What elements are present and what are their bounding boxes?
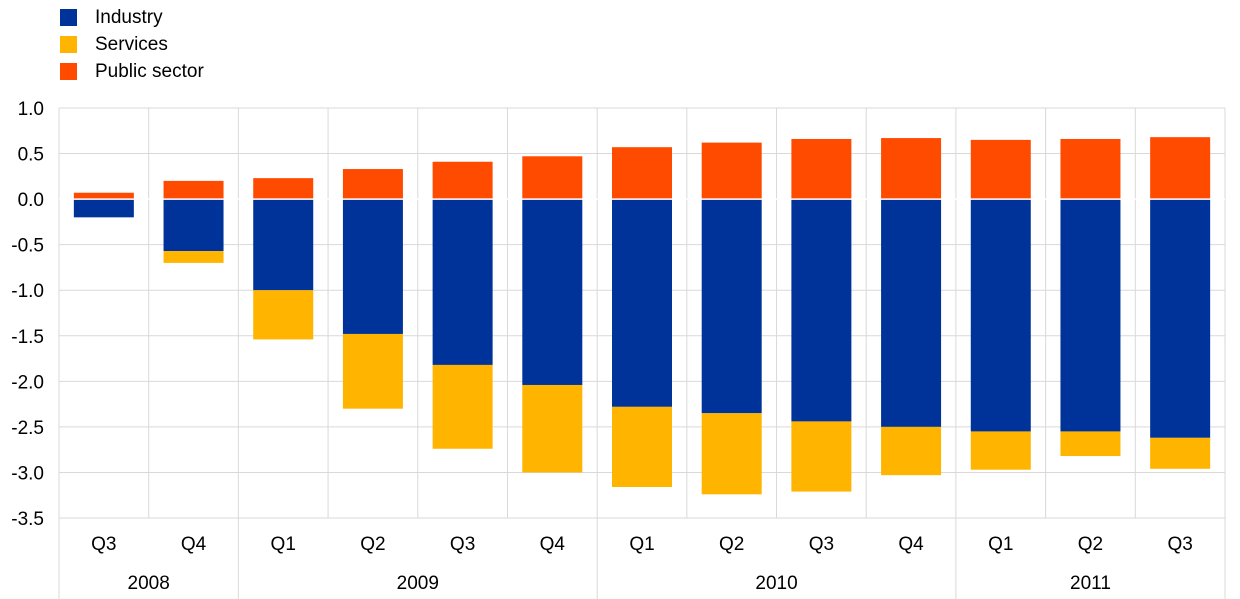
legend-item-services: Services (60, 31, 204, 58)
x-year-label: 2010 (755, 573, 797, 594)
chart-legend: Industry Services Public sector (60, 4, 204, 85)
y-tick-label: -1.5 (11, 327, 44, 348)
bar-industry (701, 199, 762, 414)
bar-industry (791, 199, 852, 422)
y-tick-label: 0.5 (18, 145, 44, 166)
x-tick-label: Q1 (629, 534, 654, 555)
bar-public-sector (522, 156, 583, 200)
bar-public-sector (970, 139, 1031, 200)
legend-swatch-public-sector (60, 63, 77, 80)
x-tick-label: Q2 (719, 534, 744, 555)
legend-label-public-sector: Public sector (95, 60, 204, 82)
bar-public-sector (1150, 137, 1211, 200)
bar-services (881, 426, 942, 476)
bar-public-sector (73, 192, 134, 200)
bar-public-sector (163, 180, 224, 200)
bar-industry (881, 199, 942, 427)
bar-industry (253, 199, 314, 291)
y-tick-label: -1.0 (11, 281, 44, 302)
y-tick-label: 1.0 (18, 99, 44, 120)
bar-public-sector (701, 142, 762, 200)
y-tick-label: -0.5 (11, 236, 44, 257)
bar-services (701, 413, 762, 495)
y-tick-label: 0.0 (18, 190, 44, 211)
bar-industry (612, 199, 672, 407)
x-tick-label: Q4 (540, 534, 566, 555)
bar-services (970, 431, 1031, 470)
bar-public-sector (791, 138, 852, 200)
bar-services (342, 333, 403, 409)
bar-industry (1150, 199, 1211, 438)
x-tick-label: Q3 (91, 534, 116, 555)
bar-public-sector (612, 147, 672, 200)
legend-label-services: Services (95, 33, 168, 55)
bar-services (612, 406, 672, 488)
bar-industry (432, 199, 493, 365)
x-tick-label: Q2 (360, 534, 385, 555)
x-tick-label: Q2 (1078, 534, 1103, 555)
y-tick-label: -3.5 (11, 509, 44, 530)
bar-industry (342, 199, 403, 334)
bar-services (253, 290, 314, 340)
x-tick-label: Q3 (450, 534, 475, 555)
x-tick-label: Q4 (181, 534, 207, 555)
x-tick-label: Q1 (271, 534, 296, 555)
bar-services (1060, 431, 1121, 457)
bar-industry (970, 199, 1031, 432)
x-tick-label: Q3 (809, 534, 834, 555)
bar-services (432, 364, 493, 449)
legend-label-industry: Industry (95, 6, 163, 28)
x-year-label: 2008 (128, 573, 170, 594)
bar-public-sector (1060, 138, 1121, 200)
legend-swatch-services (60, 36, 77, 53)
y-tick-label: -2.0 (11, 372, 44, 393)
bar-industry (1060, 199, 1121, 432)
bar-industry (522, 199, 583, 385)
x-tick-label: Q3 (1167, 534, 1192, 555)
legend-item-public-sector: Public sector (60, 58, 204, 85)
bar-public-sector (432, 161, 493, 200)
legend-item-industry: Industry (60, 4, 204, 31)
legend-swatch-industry (60, 9, 77, 26)
bar-industry (73, 199, 134, 218)
bar-services (522, 384, 583, 473)
x-year-label: 2011 (1070, 573, 1111, 594)
bar-industry (163, 199, 224, 252)
bar-public-sector (881, 138, 942, 200)
bar-services (791, 421, 852, 492)
bar-public-sector (253, 178, 314, 200)
bar-services (1150, 437, 1211, 469)
y-tick-label: -3.0 (11, 463, 44, 484)
y-tick-label: -2.5 (11, 418, 44, 439)
x-tick-label: Q1 (988, 534, 1013, 555)
bar-public-sector (342, 169, 403, 200)
bar-services (163, 251, 224, 263)
x-tick-label: Q4 (898, 534, 924, 555)
x-year-label: 2009 (397, 573, 439, 594)
